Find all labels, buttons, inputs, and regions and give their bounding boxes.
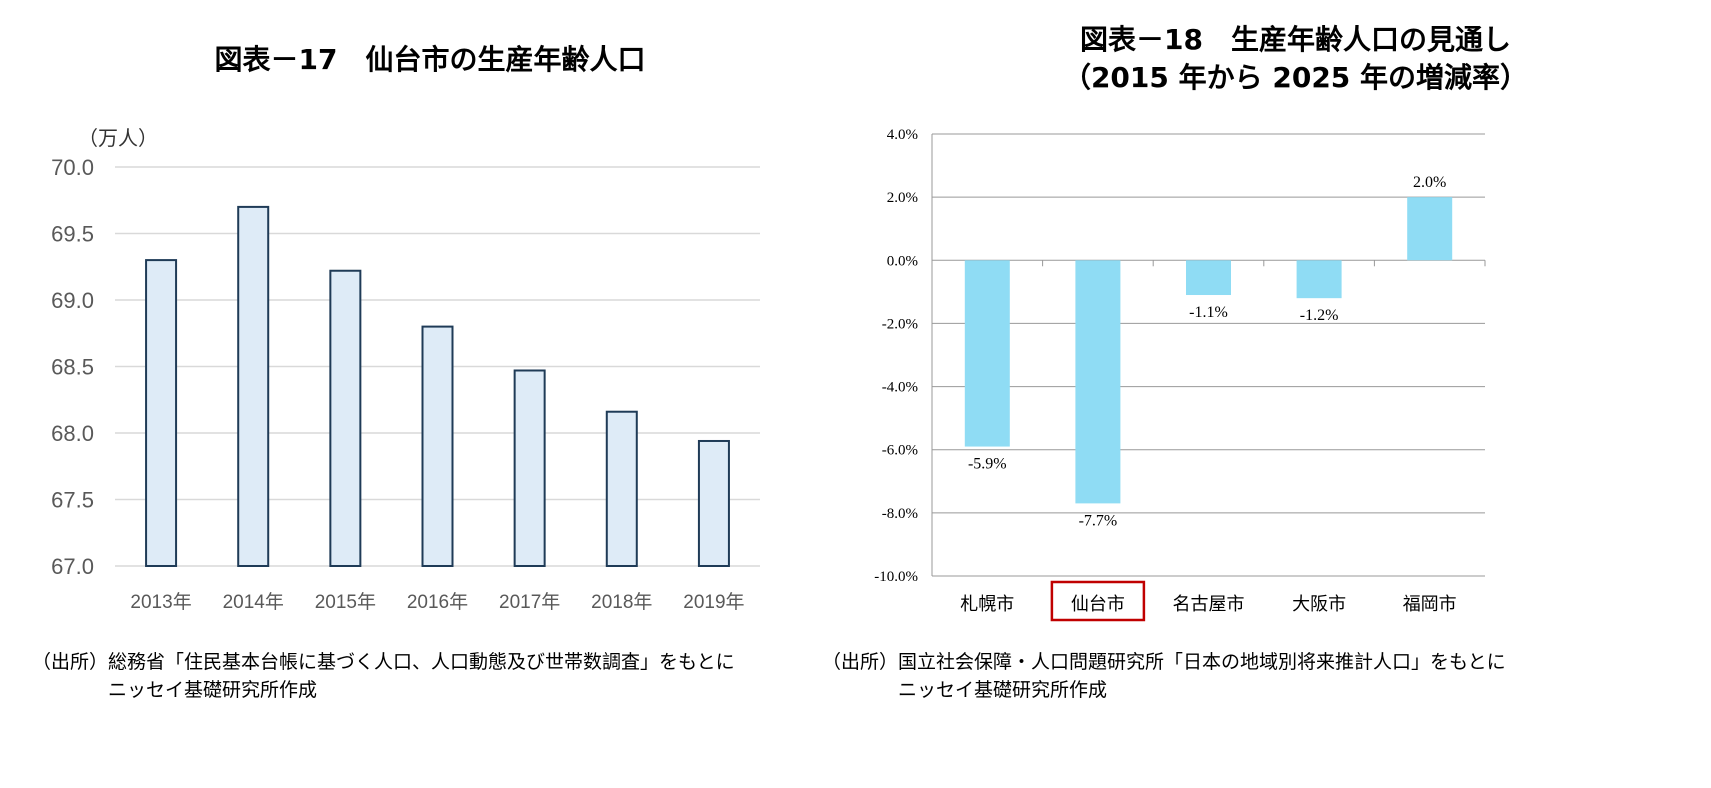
chart-17-panel: 図表－17 仙台市の生産年齢人口 （万人） 67.0 67.5 68.0 68.5 69…: [32, 43, 760, 704]
bar: [1075, 260, 1121, 504]
x-tick-label: 2014年: [223, 591, 284, 613]
bar: [1407, 197, 1453, 261]
y-tick-label: 67.0: [51, 554, 94, 579]
bar: [1296, 260, 1342, 299]
x-tick-label: 名古屋市: [1173, 594, 1245, 615]
y-tick-label: 0.0%: [887, 253, 918, 269]
y-tick-label: -2.0%: [882, 316, 918, 332]
x-tick-label: 2013年: [130, 591, 191, 613]
chart-17-source-line2: ニッセイ基礎研究所作成: [108, 679, 318, 701]
y-tick-label: -4.0%: [882, 380, 918, 396]
y-tick-label: -6.0%: [882, 443, 918, 459]
chart-18-title-line2: （2015 年から 2025 年の増減率）: [1062, 61, 1529, 94]
bar: [237, 205, 270, 567]
x-tick-label: 2017年: [499, 591, 560, 613]
chart-17-unit-label: （万人）: [78, 126, 158, 150]
bar: [513, 369, 546, 567]
y-tick-label: 67.5: [51, 488, 94, 513]
y-tick-label: 4.0%: [887, 127, 918, 143]
bar: [1186, 260, 1231, 296]
x-tick-label: 札幌市: [960, 594, 1014, 615]
chart-18-source-line2: ニッセイ基礎研究所作成: [898, 679, 1108, 701]
chart-17-source-line1: （出所）総務省「住民基本台帳に基づく人口、人口動態及び世帯数調査」をもとに: [32, 651, 735, 673]
chart-17-title: 図表－17 仙台市の生産年齢人口: [214, 43, 646, 76]
x-tick-label: 2018年: [591, 591, 652, 613]
chart-17-plot: 67.0 67.5 68.0 68.5 69.0 69.5 70.0 2013年 2014年 20…: [51, 155, 760, 613]
data-label: -5.9%: [968, 456, 1007, 473]
data-label: -7.7%: [1079, 512, 1118, 529]
bar: [964, 260, 1010, 447]
data-label: 2.0%: [1413, 174, 1446, 191]
x-tick-label: 大阪市: [1292, 594, 1346, 615]
x-tick-label: 福岡市: [1403, 594, 1457, 615]
bar: [605, 410, 638, 567]
bar: [329, 269, 362, 567]
chart-18-source-line1: （出所）国立社会保障・人口問題研究所「日本の地域別将来推計人口」をもとに: [822, 651, 1506, 673]
chart-18-title-line1: 図表－18 生産年齢人口の見通し: [1080, 23, 1511, 56]
chart-18-plot: -10.0% -8.0% -6.0% -4.0% -2.0% 0.0% 2.0% 4.0% -5…: [874, 127, 1486, 622]
chart-17-source: （出所）総務省「住民基本台帳に基づく人口、人口動態及び世帯数調査」をもとに ニッ…: [32, 648, 735, 704]
chart-18-panel: 図表－18 生産年齢人口の見通し （2015 年から 2025 年の増減率） -…: [822, 0, 1711, 788]
y-tick-label: 69.5: [51, 222, 94, 247]
y-tick-label: -10.0%: [874, 569, 918, 585]
bar: [421, 325, 454, 567]
x-tick-label: 2019年: [683, 591, 744, 613]
chart-18-source: （出所）国立社会保障・人口問題研究所「日本の地域別将来推計人口」をもとに ニッセ…: [822, 648, 1506, 704]
y-tick-label: 68.5: [51, 355, 94, 380]
y-tick-label: 70.0: [51, 155, 94, 180]
bar: [145, 259, 178, 567]
highlight-box: [1050, 580, 1146, 622]
data-label: -1.2%: [1300, 307, 1339, 324]
x-tick-label: 2016年: [407, 591, 468, 613]
x-tick-label: 2015年: [315, 591, 376, 613]
y-tick-label: 68.0: [51, 421, 94, 446]
y-tick-label: -8.0%: [882, 506, 918, 522]
y-tick-label: 69.0: [51, 288, 94, 313]
data-label: -1.1%: [1189, 304, 1228, 321]
bar: [697, 439, 730, 568]
y-tick-label: 2.0%: [887, 190, 918, 206]
x-tick-label: 仙台市: [1071, 594, 1125, 615]
